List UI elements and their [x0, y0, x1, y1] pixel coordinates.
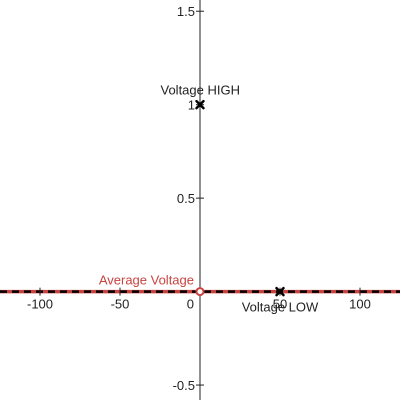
- voltage-low-marker: [275, 286, 285, 297]
- y-tick-label: 1: [188, 98, 195, 113]
- tick-labels: -100 -50 50 100 -0.5 0.5 1 1.5 0: [27, 4, 371, 393]
- voltage-high-marker: [195, 99, 205, 110]
- x-tick-label: 50: [273, 297, 287, 312]
- voltage-high-label: Voltage HIGH: [161, 83, 241, 98]
- x-tick-label: -50: [111, 297, 130, 312]
- x-mark-stroke: [195, 99, 205, 110]
- voltage-low-label: Voltage LOW: [242, 300, 319, 315]
- origin-label: 0: [187, 297, 194, 312]
- average-voltage-label: Average Voltage: [99, 273, 194, 288]
- x-mark-stroke: [275, 286, 285, 297]
- y-tick-label: 1.5: [177, 4, 195, 19]
- y-tick-label: 0.5: [177, 191, 195, 206]
- data-points: Voltage HIGH Voltage LOW: [161, 83, 320, 315]
- x-tick-label: -100: [27, 297, 53, 312]
- x-tick-label: 100: [349, 297, 371, 312]
- y-tick-label: -0.5: [173, 378, 195, 393]
- open-point-marker: [195, 287, 205, 297]
